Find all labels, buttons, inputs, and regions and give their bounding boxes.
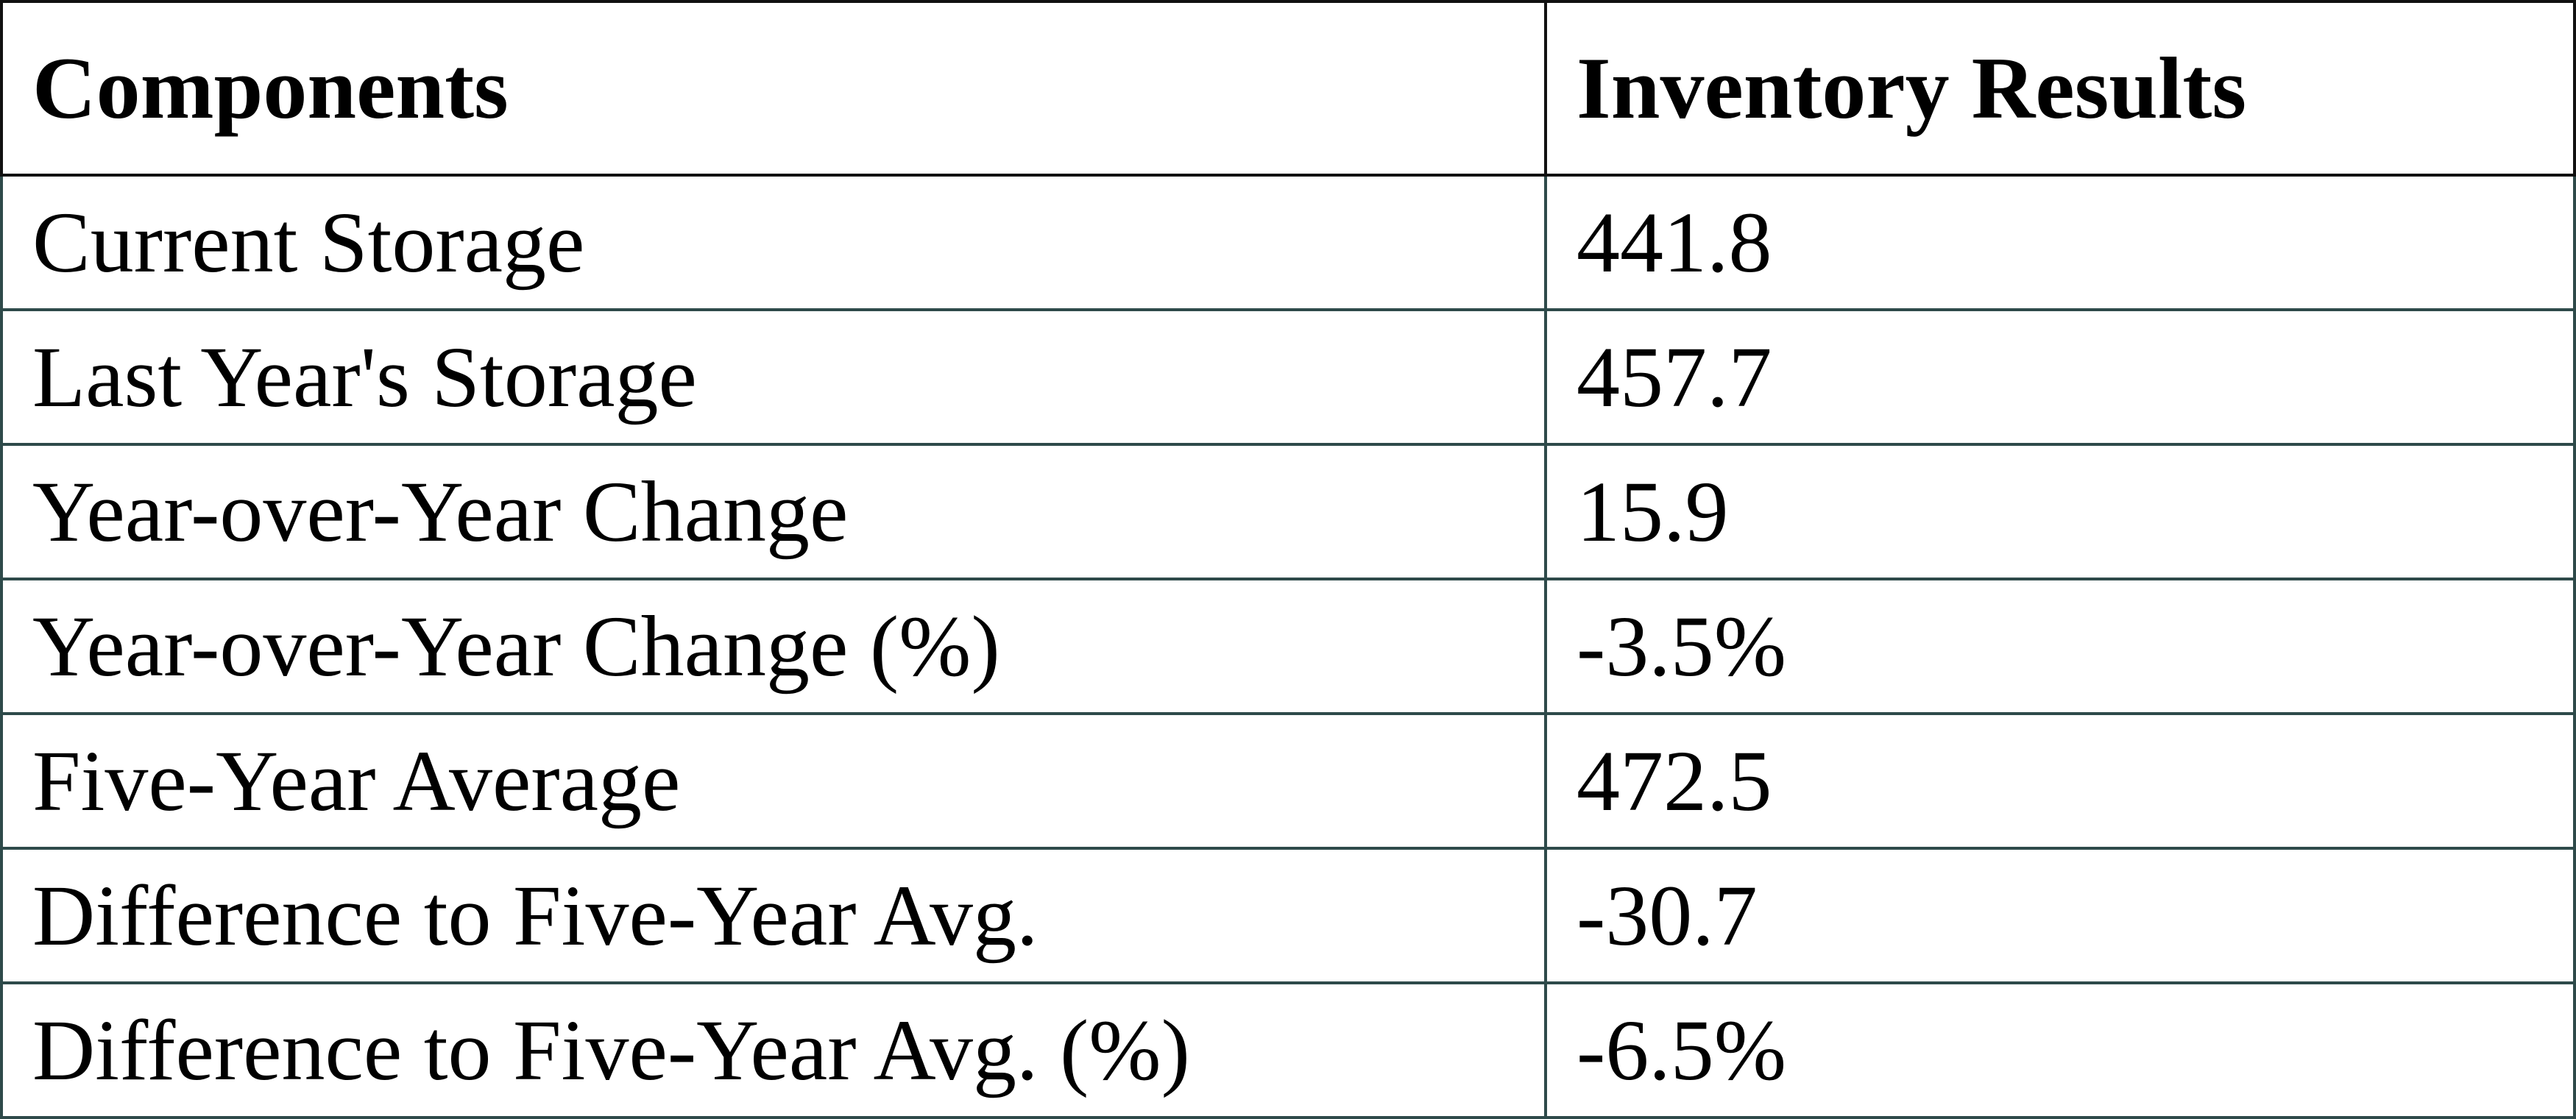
header-row: Components Inventory Results	[0, 0, 2576, 177]
table-row: Last Year's Storage 457.7	[0, 308, 2576, 446]
result-cell: 457.7	[1544, 308, 2576, 446]
table-row: Current Storage 441.8	[0, 174, 2576, 311]
component-cell: Year-over-Year Change (%)	[0, 578, 1547, 715]
table-row: Five-Year Average 472.5	[0, 712, 2576, 850]
result-cell: 472.5	[1544, 712, 2576, 850]
result-cell: -3.5%	[1544, 578, 2576, 715]
result-cell: 15.9	[1544, 443, 2576, 580]
component-cell: Difference to Five-Year Avg.	[0, 847, 1547, 984]
column-header: Inventory Results	[1544, 0, 2576, 177]
table-row: Year-over-Year Change (%) -3.5%	[0, 578, 2576, 715]
table-body: Current Storage 441.8 Last Year's Storage 4…	[0, 174, 2576, 1119]
table-row: Difference to Five-Year Avg. -30.7	[0, 847, 2576, 984]
result-cell: 441.8	[1544, 174, 2576, 311]
component-cell: Current Storage	[0, 174, 1547, 311]
table-row: Difference to Five-Year Avg. (%) -6.5%	[0, 981, 2576, 1119]
component-cell: Difference to Five-Year Avg. (%)	[0, 981, 1547, 1119]
result-cell: -6.5%	[1544, 981, 2576, 1119]
component-cell: Last Year's Storage	[0, 308, 1547, 446]
component-cell: Five-Year Average	[0, 712, 1547, 850]
component-cell: Year-over-Year Change	[0, 443, 1547, 580]
table-header: Components Inventory Results	[0, 0, 2576, 177]
result-cell: -30.7	[1544, 847, 2576, 984]
column-header: Components	[0, 0, 1547, 177]
table-row: Year-over-Year Change 15.9	[0, 443, 2576, 580]
